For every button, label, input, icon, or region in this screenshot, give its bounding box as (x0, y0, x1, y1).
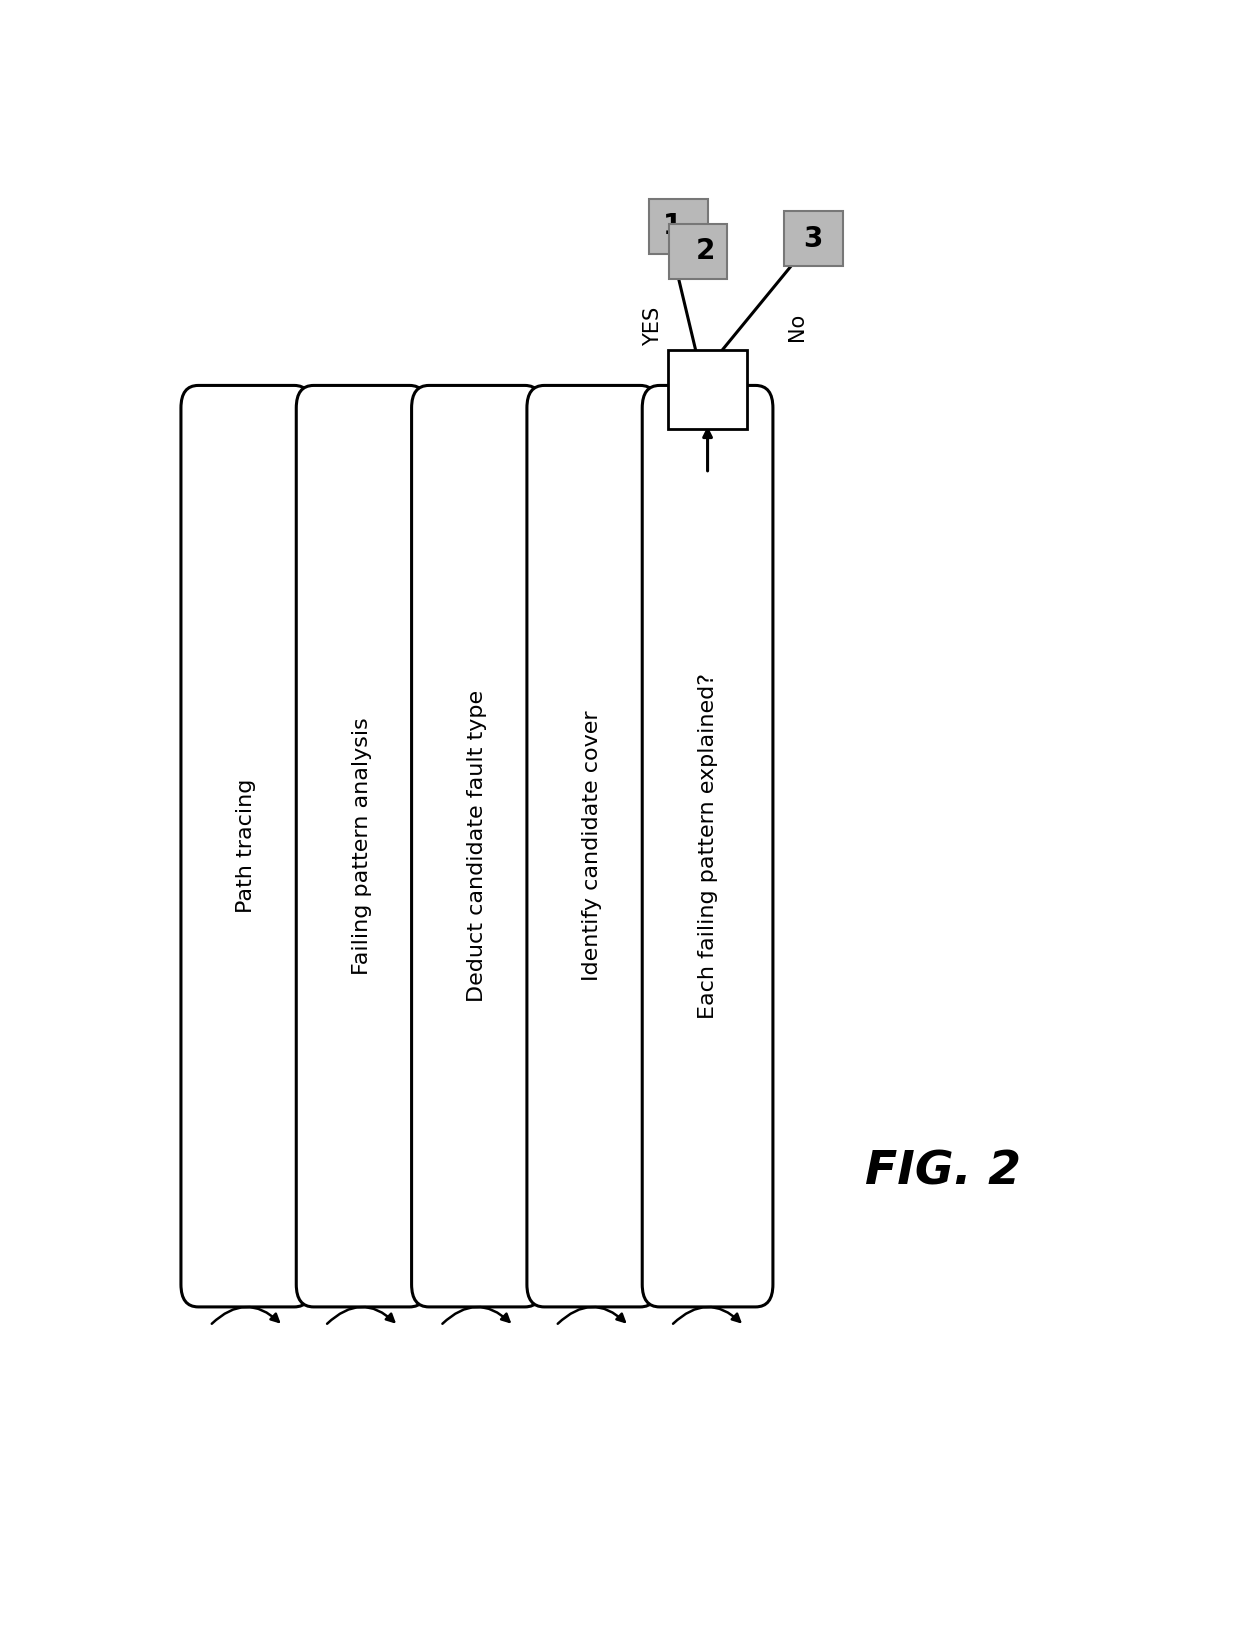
FancyBboxPatch shape (642, 385, 773, 1307)
Text: 1: 1 (663, 213, 682, 241)
Text: Failing pattern analysis: Failing pattern analysis (352, 717, 372, 976)
FancyBboxPatch shape (296, 385, 427, 1307)
FancyBboxPatch shape (668, 224, 728, 280)
Text: YES: YES (642, 307, 663, 346)
FancyBboxPatch shape (527, 385, 657, 1307)
Text: 2: 2 (696, 237, 715, 265)
FancyBboxPatch shape (784, 211, 843, 267)
FancyBboxPatch shape (667, 350, 748, 429)
Text: 3: 3 (804, 224, 823, 254)
Text: Path tracing: Path tracing (237, 779, 257, 914)
FancyBboxPatch shape (181, 385, 311, 1307)
Text: Identify candidate cover: Identify candidate cover (583, 711, 603, 982)
Text: FIG. 2: FIG. 2 (866, 1150, 1021, 1193)
Text: Deduct candidate fault type: Deduct candidate fault type (467, 689, 487, 1002)
FancyBboxPatch shape (650, 198, 708, 254)
FancyBboxPatch shape (412, 385, 542, 1307)
Text: No: No (787, 312, 807, 341)
Text: Each failing pattern explained?: Each failing pattern explained? (698, 673, 718, 1020)
